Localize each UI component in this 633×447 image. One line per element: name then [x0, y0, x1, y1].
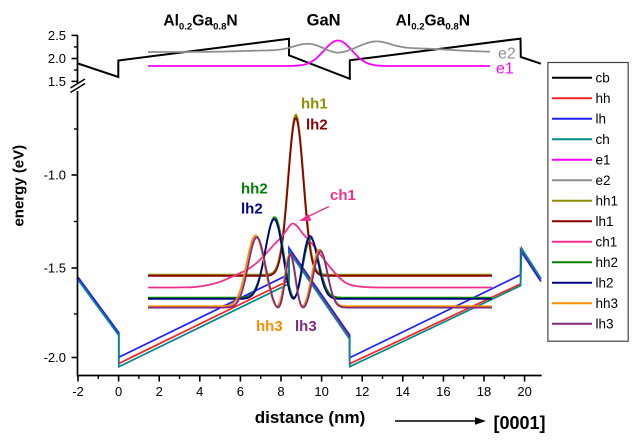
svg-text:lh3: lh3	[295, 318, 317, 335]
svg-text:-2.0: -2.0	[44, 350, 66, 365]
svg-text:energy (eV): energy (eV)	[11, 145, 28, 227]
svg-text:e1: e1	[496, 61, 514, 78]
svg-text:-1.5: -1.5	[44, 261, 66, 276]
svg-text:[0001]: [0001]	[494, 413, 546, 433]
svg-text:hh3: hh3	[596, 296, 619, 311]
svg-text:16: 16	[436, 384, 450, 399]
svg-text:hh: hh	[596, 91, 611, 106]
svg-text:ch: ch	[596, 132, 610, 147]
svg-text:-1.0: -1.0	[44, 168, 66, 183]
svg-text:4: 4	[196, 384, 203, 399]
svg-text:10: 10	[314, 384, 328, 399]
svg-text:e1: e1	[596, 153, 611, 168]
svg-text:20: 20	[517, 384, 531, 399]
svg-text:0: 0	[115, 384, 122, 399]
svg-text:hh2: hh2	[596, 255, 619, 270]
svg-text:lh3: lh3	[596, 317, 614, 332]
svg-text:2.0: 2.0	[48, 51, 66, 66]
svg-text:lh2: lh2	[306, 117, 328, 134]
svg-text:hh2: hh2	[241, 181, 268, 198]
svg-text:1.5: 1.5	[48, 74, 66, 89]
svg-text:18: 18	[477, 384, 491, 399]
svg-text:2.5: 2.5	[48, 28, 66, 43]
svg-text:hh3: hh3	[256, 318, 283, 335]
svg-text:e2: e2	[596, 173, 611, 188]
svg-text:-2: -2	[72, 384, 84, 399]
svg-text:e2: e2	[498, 46, 516, 63]
svg-text:lh2: lh2	[241, 201, 263, 218]
svg-text:GaN: GaN	[307, 12, 341, 30]
svg-text:hh1: hh1	[301, 96, 328, 113]
svg-text:ch1: ch1	[330, 187, 356, 204]
svg-text:2: 2	[156, 384, 163, 399]
svg-text:8: 8	[277, 384, 284, 399]
svg-text:lh2: lh2	[596, 276, 614, 291]
svg-text:lh: lh	[596, 112, 607, 127]
svg-text:hh1: hh1	[596, 194, 619, 209]
svg-text:cb: cb	[596, 71, 610, 86]
svg-text:distance (nm): distance (nm)	[255, 408, 366, 427]
svg-text:6: 6	[237, 384, 244, 399]
svg-text:14: 14	[396, 384, 410, 399]
svg-text:ch1: ch1	[596, 235, 618, 250]
svg-text:lh1: lh1	[596, 214, 614, 229]
svg-text:12: 12	[355, 384, 369, 399]
